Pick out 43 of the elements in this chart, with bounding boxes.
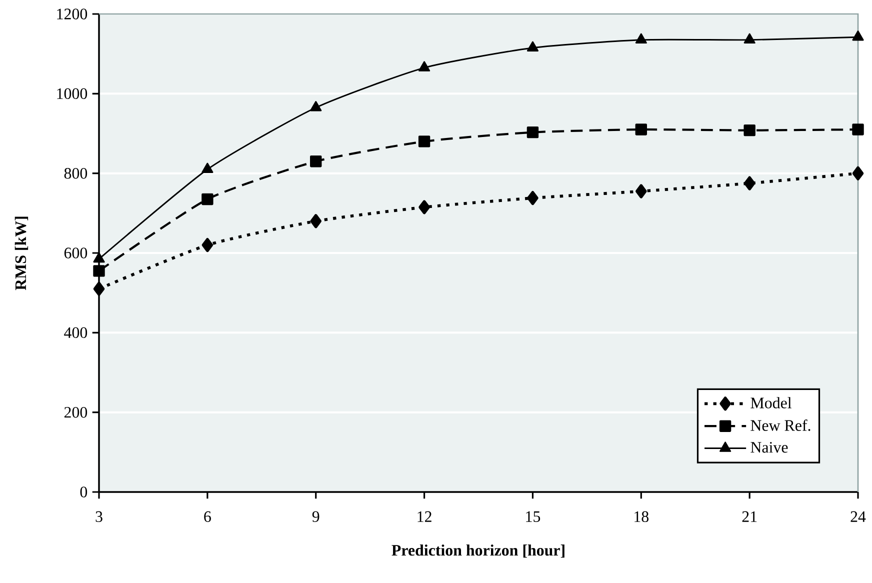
point <box>418 61 430 72</box>
point <box>744 176 756 190</box>
point <box>202 162 214 173</box>
x-tick-label: 12 <box>418 511 432 522</box>
point <box>526 41 539 52</box>
y-tick-label: 600 <box>64 248 88 258</box>
point <box>93 282 105 296</box>
legend-label: Naive <box>750 442 788 453</box>
point <box>744 124 756 136</box>
y-tick-label: 1000 <box>57 88 88 100</box>
point <box>526 126 539 138</box>
legend-label: New Ref. <box>750 419 810 431</box>
point <box>418 200 430 214</box>
point <box>527 190 538 206</box>
point <box>635 124 647 136</box>
x-axis-title: Prediction horizon [hour] <box>392 544 564 558</box>
point <box>202 238 214 252</box>
x-tick-label: 9 <box>312 511 320 522</box>
x-tick-label: 15 <box>526 511 540 522</box>
point <box>635 33 647 44</box>
point <box>310 214 322 228</box>
point <box>636 184 647 198</box>
y-tick-label: 1200 <box>57 8 88 20</box>
y-tick-label: 400 <box>64 327 88 338</box>
point <box>310 101 322 112</box>
y-tick-label: 0 <box>80 486 88 498</box>
x-tick-label: 24 <box>850 511 866 522</box>
point <box>310 156 322 168</box>
y-tick-label: 200 <box>64 406 88 418</box>
x-tick-label: 21 <box>742 511 757 522</box>
point <box>744 33 756 44</box>
point <box>418 136 430 148</box>
y-tick-label: 800 <box>64 168 88 179</box>
x-tick-label: 18 <box>634 511 648 522</box>
x-tick-label: 3 <box>96 511 102 522</box>
point <box>852 124 864 136</box>
legend-label: Model <box>750 397 792 408</box>
point <box>852 166 864 180</box>
y-axis-title: RMS [kW] <box>14 216 28 290</box>
x-tick-label: 6 <box>204 511 211 522</box>
point <box>202 193 214 206</box>
point <box>852 30 864 41</box>
point <box>93 265 105 277</box>
